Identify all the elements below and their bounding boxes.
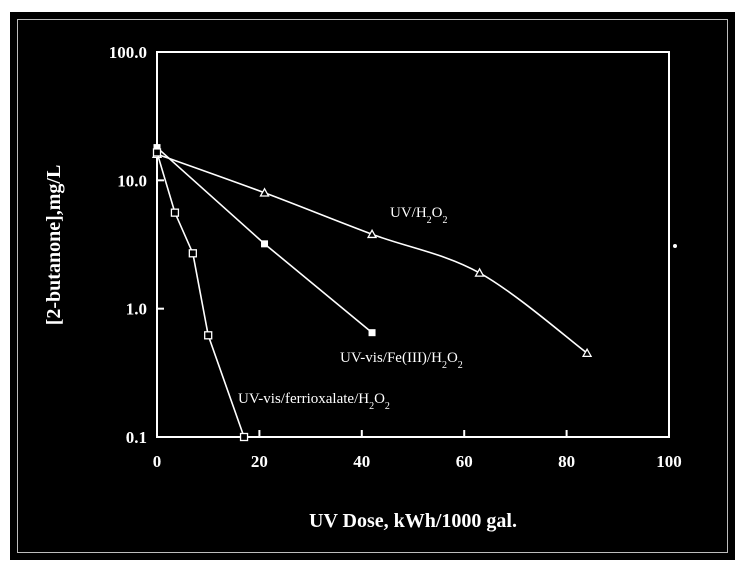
- data-point-triangle: [581, 347, 593, 358]
- y-tick-label: 1.0: [126, 300, 147, 319]
- chart-frame: [10, 12, 735, 560]
- series-layer: [151, 144, 593, 442]
- y-tick-label: 0.1: [126, 428, 147, 447]
- x-tick-label: 100: [656, 452, 682, 471]
- series-line-2: [156, 152, 245, 438]
- x-tick-label: 40: [353, 452, 370, 471]
- x-tick-label: 80: [558, 452, 575, 471]
- chart-inner-border: [17, 19, 728, 553]
- x-tick-label: 20: [251, 452, 268, 471]
- series-labels: UV/H2O2 UV-vis/Fe(III)/H2O2 UV-vis/ferri…: [238, 205, 463, 412]
- x-tick-label: 60: [456, 452, 473, 471]
- stray-dot: [673, 244, 677, 248]
- data-point-square-filled: [368, 329, 376, 337]
- data-point-square-open: [188, 249, 197, 258]
- series-label-uv-vis-ferrioxalate-h2o2: UV-vis/ferrioxalate/H2O2: [238, 391, 390, 412]
- y-tick-label: 10.0: [117, 171, 147, 190]
- data-point-square-filled: [261, 240, 269, 248]
- x-axis-ticks: 0 20 40 60 80 100: [153, 430, 682, 471]
- data-point-square-open: [239, 432, 249, 442]
- series-label-uv-h2o2: UV/H2O2: [390, 205, 448, 226]
- x-axis-title: UV Dose, kWh/1000 gal.: [309, 510, 517, 532]
- y-tick-label: 100.0: [109, 43, 147, 62]
- data-point-triangle: [474, 267, 485, 277]
- series-line-1: [156, 146, 373, 334]
- data-point-square-open: [170, 208, 180, 217]
- data-point-square-filled: [153, 144, 161, 152]
- series-label-uv-vis-fe-iii-h2o2: UV-vis/Fe(III)/H2O2: [340, 350, 463, 371]
- x-tick-label: 0: [153, 452, 162, 471]
- data-point-square-open: [204, 331, 213, 340]
- series-line-0: [156, 153, 588, 354]
- y-axis-title: [2-butanone],mg/L: [43, 165, 65, 326]
- data-point-triangle: [366, 228, 378, 239]
- plot-area-border: [156, 51, 670, 438]
- y-axis-ticks: 0.1 1.0 10.0 100.0: [109, 43, 164, 447]
- data-point-triangle: [259, 187, 270, 197]
- data-point-square-open: [152, 148, 162, 157]
